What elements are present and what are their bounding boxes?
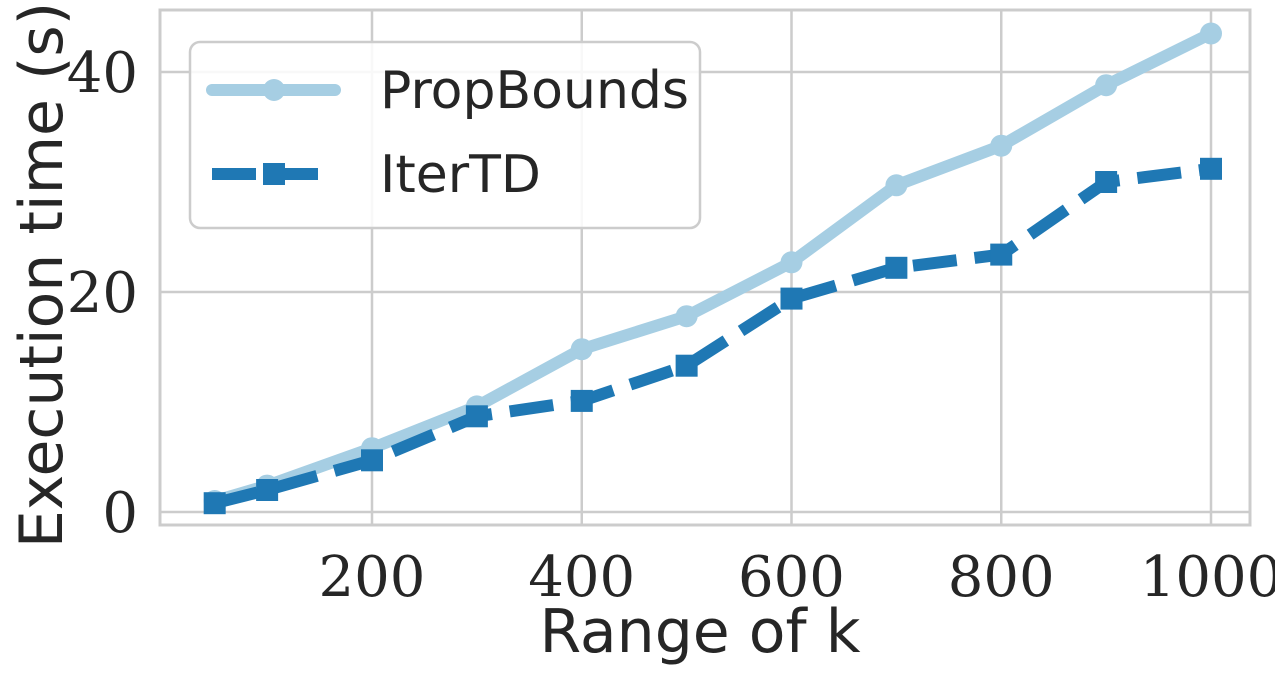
x-tick-label-800: 800	[948, 545, 1055, 610]
point-itertd-300	[465, 405, 488, 428]
x-tick-label-1000: 1000	[1140, 545, 1275, 610]
gridlines	[158, 8, 1252, 527]
legend-marker-itertd	[263, 163, 285, 185]
point-propbounds-700	[885, 174, 908, 197]
point-itertd-400	[570, 389, 593, 412]
x-tick-label-600: 600	[738, 545, 845, 610]
y-axis-label: Execution time (s)	[7, 2, 77, 548]
point-propbounds-900	[1095, 74, 1118, 97]
point-propbounds-500	[675, 305, 698, 328]
legend-item-propbounds: PropBounds	[206, 61, 689, 121]
point-propbounds-600	[780, 251, 803, 274]
point-propbounds-800	[990, 134, 1013, 157]
legend-label-propbounds: PropBounds	[380, 61, 689, 121]
legend-item-itertd: IterTD	[212, 145, 541, 205]
point-itertd-900	[1095, 171, 1118, 193]
point-itertd-100	[256, 479, 279, 501]
legend-label-itertd: IterTD	[380, 145, 541, 205]
point-itertd-600	[780, 287, 803, 310]
point-itertd-800	[990, 243, 1013, 266]
point-itertd-50	[203, 492, 226, 515]
x-tick-label-400: 400	[528, 545, 635, 610]
point-itertd-700	[885, 256, 908, 279]
point-propbounds-400	[570, 338, 593, 361]
x-axis-label: Range of k	[540, 597, 861, 667]
point-propbounds-1000	[1200, 22, 1222, 45]
tick-labels: 200 400 600 800 1000 0 20 40	[67, 41, 1275, 610]
series-line-itertd	[213, 162, 1212, 510]
point-itertd-200	[361, 449, 383, 472]
y-tick-label-40: 40	[67, 41, 138, 106]
x-tick-label-200: 200	[319, 545, 426, 610]
y-tick-label-0: 0	[102, 481, 138, 546]
legend-marker-propbounds	[263, 79, 285, 101]
legend: PropBounds IterTD	[188, 40, 702, 230]
series-itertd	[203, 157, 1222, 515]
y-tick-label-20: 20	[67, 261, 138, 326]
plot-frame	[158, 8, 1252, 527]
series-group	[203, 22, 1222, 515]
point-itertd-500	[675, 354, 698, 377]
point-itertd-1000	[1200, 157, 1222, 180]
